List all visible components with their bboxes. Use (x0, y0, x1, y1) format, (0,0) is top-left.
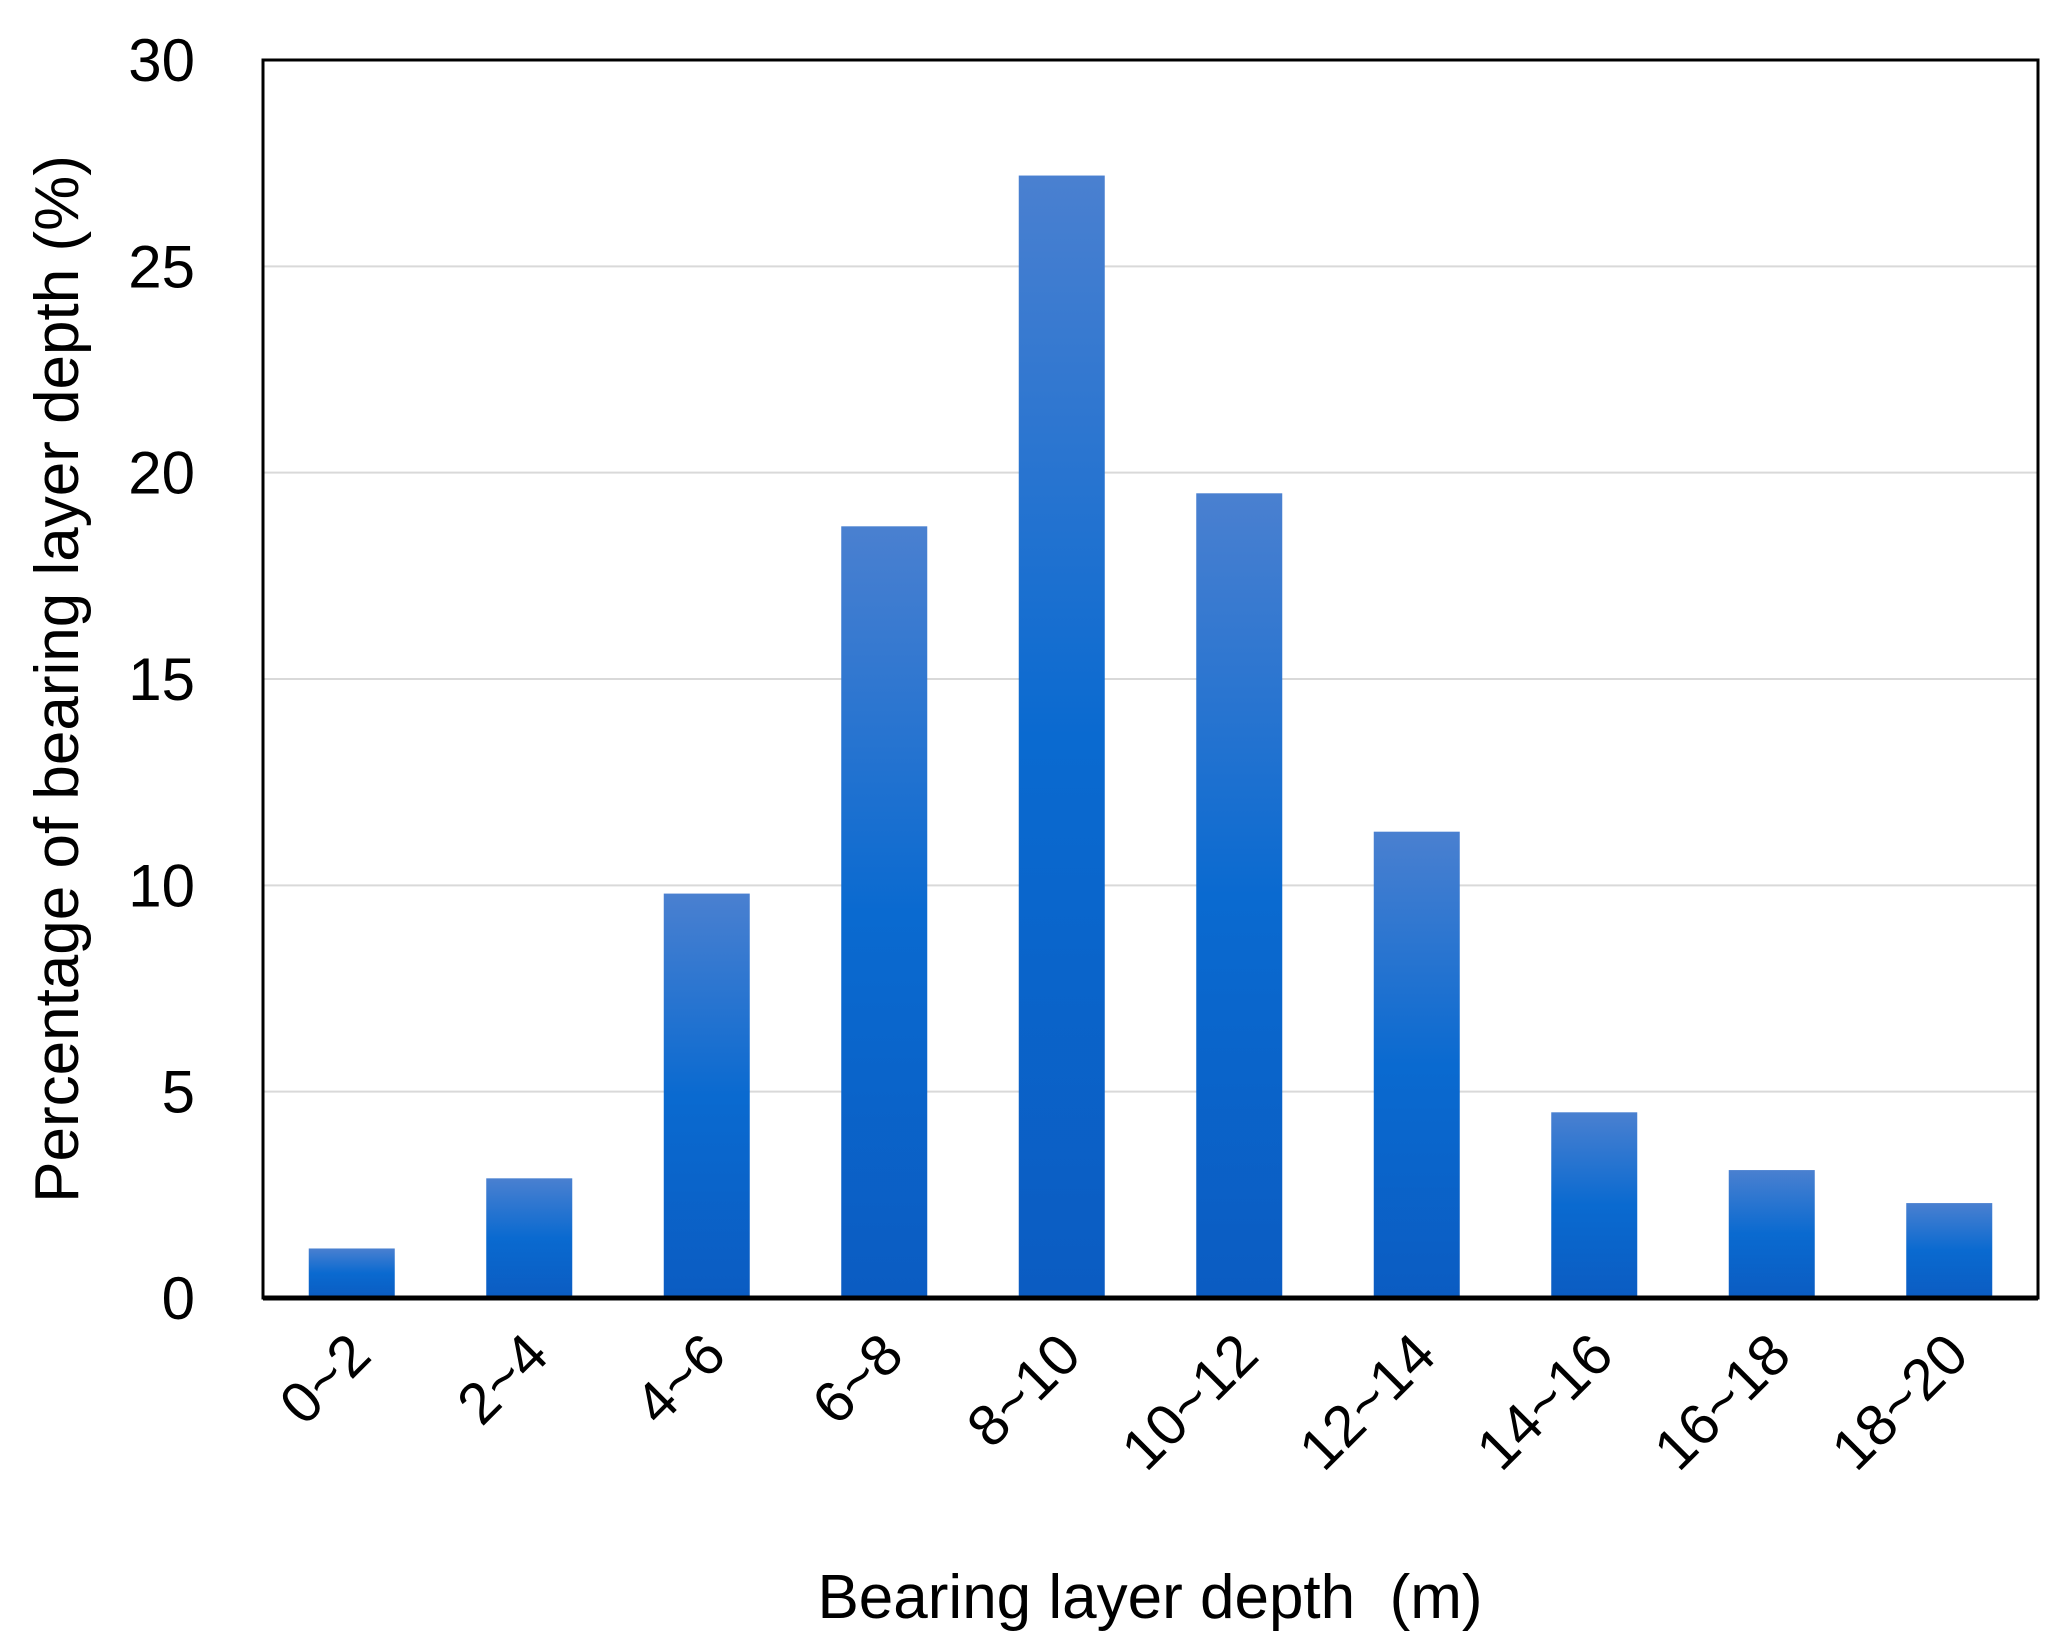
y-tick-labels: 0 5 10 15 20 25 30 (128, 27, 195, 1332)
bar-10~12 (1196, 493, 1283, 1298)
bar-12~14 (1373, 831, 1460, 1298)
x-tick-label: 10~12 (1109, 1321, 1270, 1482)
bar-4~6 (663, 893, 750, 1298)
bar-14~16 (1551, 1112, 1638, 1298)
y-tick-label: 20 (128, 440, 195, 507)
x-tick-label: 6~8 (800, 1321, 916, 1437)
y-tick-label: 15 (128, 646, 195, 713)
bar-8~10 (1018, 175, 1105, 1299)
x-tick-label: 2~4 (445, 1321, 561, 1437)
x-tick-label: 8~10 (955, 1321, 1093, 1459)
x-tick-labels: 0~2 2~4 4~6 6~8 8~10 10~12 12~14 14~16 16~18 18~2… (267, 1321, 1980, 1482)
y-tick-label: 30 (128, 27, 195, 94)
y-axis-title: Percentage of bearing layer depth (%) (23, 155, 92, 1203)
x-tick-label: 4~6 (622, 1321, 738, 1437)
x-axis-title: Bearing layer depth (m) (817, 1563, 1482, 1632)
bar-6~8 (841, 526, 928, 1298)
x-tick-label: 14~16 (1464, 1321, 1625, 1482)
x-tick-label: 16~18 (1642, 1321, 1803, 1482)
y-tick-label: 0 (162, 1265, 195, 1332)
y-tick-label: 10 (128, 852, 195, 919)
bar-2~4 (486, 1178, 573, 1298)
gridlines (263, 265, 2038, 1093)
x-tick-label: 0~2 (267, 1321, 383, 1437)
bars (308, 175, 1993, 1299)
bar-16~18 (1728, 1170, 1815, 1298)
y-tick-label: 25 (128, 233, 195, 300)
x-tick-label: 12~14 (1287, 1321, 1448, 1482)
bar-0~2 (308, 1248, 395, 1298)
y-tick-label: 5 (162, 1059, 195, 1126)
x-tick-label: 18~20 (1819, 1321, 1980, 1482)
bar-18~20 (1906, 1203, 1993, 1298)
